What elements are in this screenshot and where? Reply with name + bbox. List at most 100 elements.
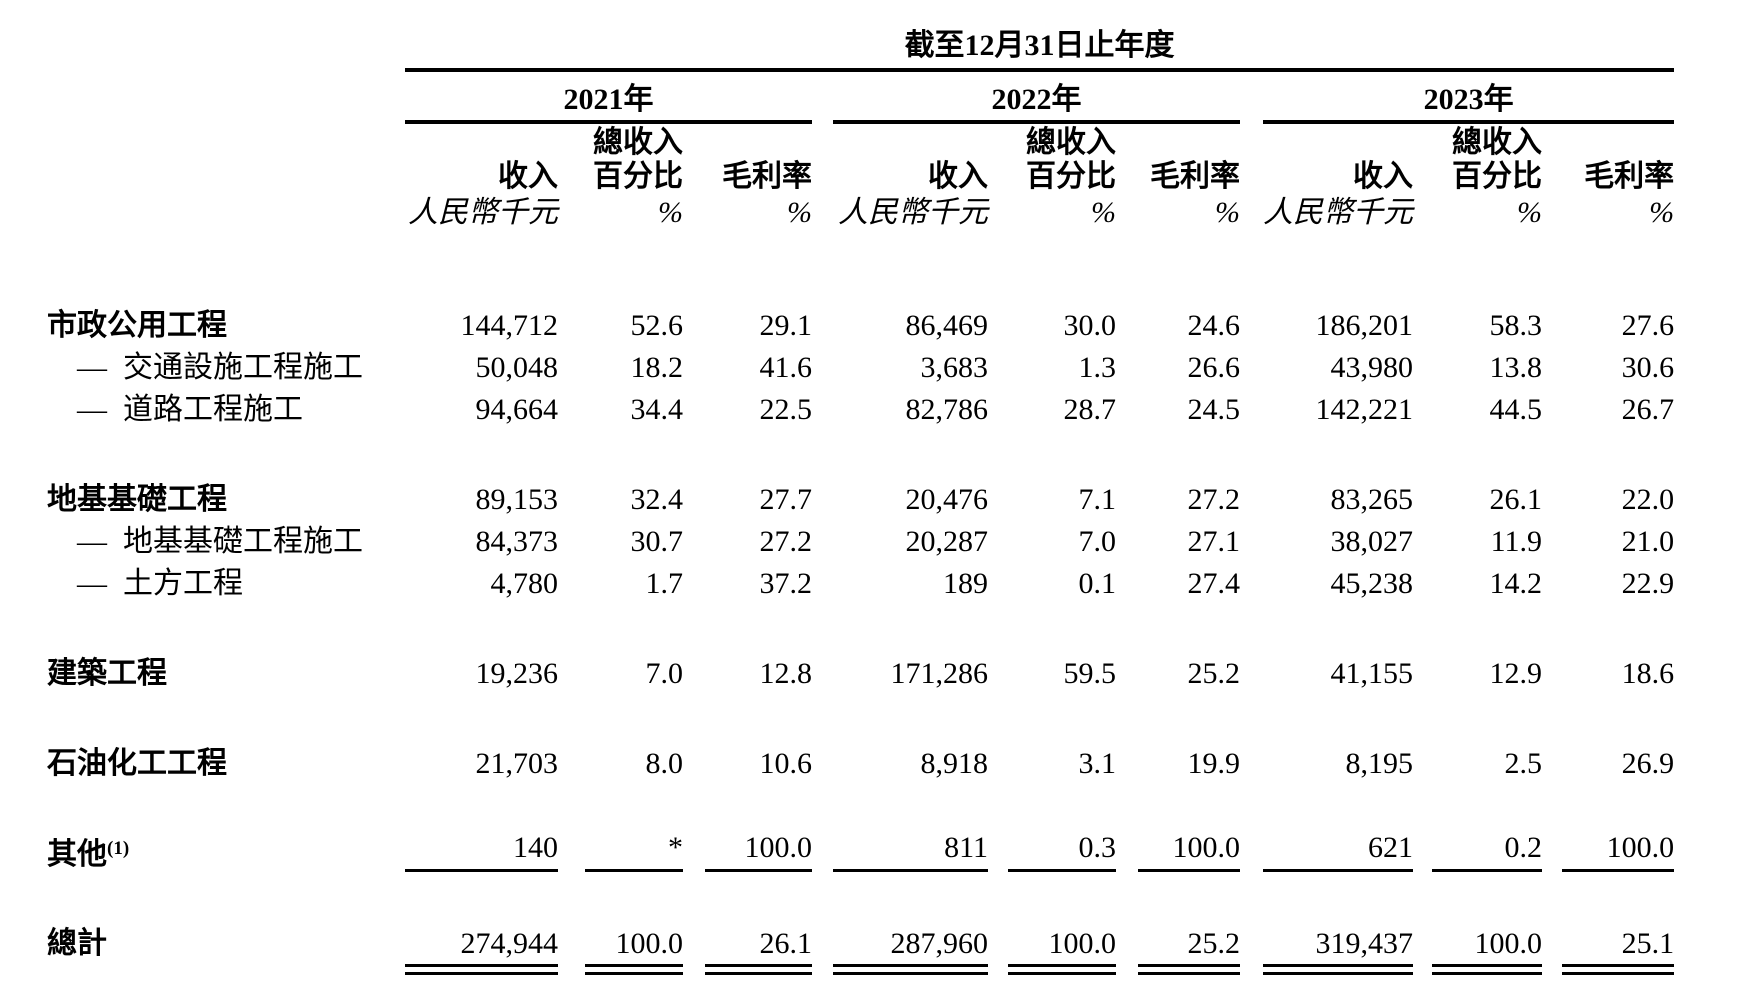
year-header-2021: 2021年 — [405, 70, 812, 124]
label-column-head — [36, 0, 405, 70]
table-row: 石油化工工程 21,703 8.0 10.6 8,918 3.1 19.9 8,195 2.5 2… — [36, 737, 1674, 779]
cell-value: 142,221 — [1315, 392, 1414, 426]
cell-value: 52.6 — [630, 308, 684, 342]
column-gap — [1413, 299, 1432, 341]
column-gap — [1116, 920, 1138, 984]
row-label: 建築工程 — [36, 647, 405, 689]
column-gap — [1116, 299, 1138, 341]
column-gap — [1240, 158, 1263, 192]
column-gap — [683, 299, 705, 341]
data-cell: 7.1 — [1008, 473, 1117, 515]
column-gap — [1116, 737, 1138, 779]
data-cell: 89,153 — [405, 473, 559, 515]
data-cell: 319,437 — [1263, 920, 1413, 984]
cell-value: 20,287 — [905, 524, 989, 558]
cell-value: 30.7 — [630, 524, 684, 558]
data-cell: 171,286 — [833, 647, 989, 689]
year-header-row: 2021年 2022年 2023年 — [36, 70, 1675, 124]
unit-percent: % — [1649, 195, 1675, 229]
column-gap — [1240, 827, 1263, 871]
data-cell: 52.6 — [585, 299, 684, 342]
column-gap — [988, 341, 1008, 383]
column-gap — [812, 192, 833, 231]
column-gap — [988, 515, 1008, 557]
year-header-2023: 2023年 — [1263, 70, 1675, 124]
data-cell: 287,960 — [833, 920, 988, 984]
column-gap — [988, 920, 1008, 984]
column-gap — [988, 192, 1008, 231]
cell-value: 14.2 — [1489, 566, 1543, 600]
data-cell: 12.8 — [705, 647, 813, 689]
column-gap — [988, 473, 1008, 515]
column-gap — [683, 158, 705, 192]
empty-cell — [1263, 122, 1413, 158]
column-gap — [683, 647, 705, 689]
column-gap — [1542, 158, 1562, 192]
column-gap — [1240, 383, 1263, 425]
data-cell: 100.0 — [585, 920, 683, 984]
column-gap — [558, 192, 585, 231]
header-body-gap — [36, 231, 1674, 299]
unit-revenue: 人民幣千元 — [838, 195, 988, 229]
data-cell: 8,918 — [833, 737, 989, 779]
column-gap — [1542, 299, 1562, 341]
unit-percent: % — [1091, 195, 1116, 229]
column-gap — [1116, 557, 1138, 599]
cell-value: 186,201 — [1315, 308, 1414, 342]
cell-value: 8,195 — [1345, 746, 1414, 780]
column-gap — [812, 737, 833, 779]
column-gap — [1240, 515, 1263, 557]
cell-value: 7.0 — [645, 656, 684, 690]
spacer — [36, 779, 1674, 827]
cell-value: 20,476 — [905, 482, 989, 516]
spacer-row — [36, 689, 1674, 737]
column-gap — [683, 557, 705, 599]
data-cell: 21.0 — [1562, 515, 1675, 557]
data-cell: 30.0 — [1008, 299, 1117, 341]
column-gap — [1542, 515, 1562, 557]
data-cell: 11.9 — [1432, 515, 1542, 557]
data-cell: 18.6 — [1562, 647, 1675, 689]
row-label: 石油化工工程 — [36, 737, 405, 779]
data-cell: 3.1 — [1008, 737, 1117, 779]
data-cell: 59.5 — [1008, 647, 1117, 689]
data-cell: 27.1 — [1138, 515, 1241, 557]
column-gap — [1116, 122, 1138, 158]
data-cell: 24.6 — [1138, 299, 1241, 341]
cell-value: 50,048 — [475, 350, 559, 384]
data-cell: 43,980 — [1263, 341, 1414, 383]
row-label-text: 總計 — [47, 927, 107, 960]
data-cell: 82,786 — [833, 383, 989, 425]
data-cell: 142,221 — [1263, 383, 1414, 426]
label-column-head — [36, 70, 405, 122]
cell-value: 24.5 — [1187, 392, 1241, 426]
cell-value: 100.0 — [1606, 830, 1675, 864]
data-cell: 0.3 — [1008, 827, 1116, 872]
cell-value: 44.5 — [1489, 392, 1543, 426]
column-gap — [1413, 341, 1432, 383]
col-header-total-rev-pct-bottom: 百分比 — [593, 159, 683, 193]
cell-value: 26.6 — [1187, 350, 1241, 384]
column-gap — [1116, 383, 1138, 425]
data-cell: 27.2 — [705, 515, 813, 557]
col-header-gross-margin: 毛利率 — [1150, 159, 1240, 193]
data-cell: 19,236 — [405, 647, 559, 690]
cell-value: 19,236 — [475, 656, 559, 690]
data-cell: 0.1 — [1008, 557, 1117, 600]
data-cell: 8,195 — [1263, 737, 1414, 780]
cell-value: 86,469 — [905, 308, 989, 342]
double-rule — [1432, 963, 1542, 975]
cell-value: 0.1 — [1078, 566, 1117, 600]
data-cell: 100.0 — [1562, 827, 1675, 872]
cell-value: 8.0 — [645, 746, 684, 780]
cell-value: 27.2 — [1187, 482, 1241, 516]
row-label: 總計 — [36, 920, 405, 984]
column-gap — [1240, 473, 1263, 515]
sub-item-dash: — — [77, 350, 107, 384]
cell-value: 27.6 — [1621, 308, 1675, 342]
data-cell: 28.7 — [1008, 383, 1117, 425]
column-gap — [1116, 827, 1138, 871]
column-gap — [1413, 192, 1432, 231]
column-gap — [683, 920, 705, 984]
table-row: — 交通設施工程施工 50,048 18.2 41.6 3,683 1.3 26.6 43,98… — [36, 341, 1674, 383]
